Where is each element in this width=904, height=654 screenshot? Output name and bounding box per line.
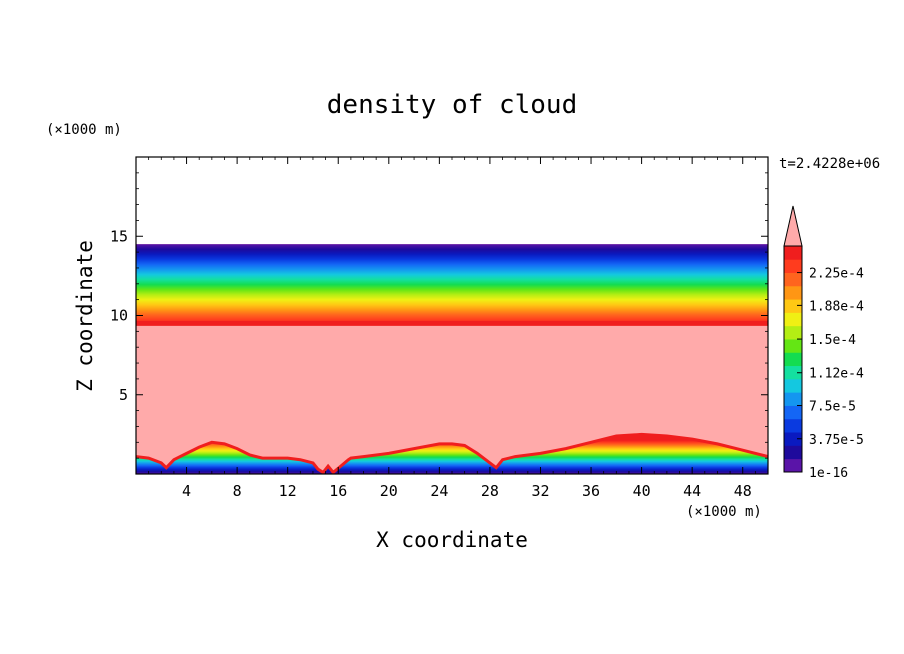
colorbar-label: 7.5e-5 bbox=[809, 400, 856, 415]
y-axis-ticks: 5 10 15 bbox=[110, 172, 768, 459]
colorbar-label: 1.5e-4 bbox=[809, 333, 856, 348]
y-tick-label: 10 bbox=[110, 307, 128, 325]
colorbar-swatch bbox=[784, 458, 802, 473]
colorbar-label: 1.12e-4 bbox=[809, 367, 864, 382]
x-tick-label: 48 bbox=[734, 482, 752, 500]
surface-layer-edge bbox=[136, 432, 768, 474]
colorbar-swatch bbox=[784, 432, 802, 446]
colorbar-label: 3.75e-5 bbox=[809, 433, 864, 448]
colorbar-label: 1.88e-4 bbox=[809, 299, 864, 314]
density-field bbox=[136, 244, 768, 474]
colorbar-swatch bbox=[784, 259, 802, 273]
x-axis-ticks: 4 8 12 16 20 24 28 32 36 40 44 48 bbox=[148, 157, 756, 500]
x-tick-label: 44 bbox=[683, 482, 701, 500]
surface-cloud-layer bbox=[136, 434, 768, 474]
x-unit-label: (×1000 m) bbox=[686, 504, 762, 520]
colorbar-swatch bbox=[784, 378, 802, 393]
y-tick-label: 5 bbox=[119, 386, 128, 404]
colorbar-swatch bbox=[784, 339, 802, 353]
x-tick-label: 16 bbox=[329, 482, 347, 500]
colorbar-swatch bbox=[784, 285, 802, 300]
y-axis-title: Z coordinate bbox=[73, 240, 97, 392]
x-tick-label: 20 bbox=[380, 482, 398, 500]
chart-title: density of cloud bbox=[327, 90, 577, 120]
colorbar-swatch bbox=[784, 445, 802, 460]
colorbar-swatch bbox=[784, 325, 802, 340]
x-tick-label: 36 bbox=[582, 482, 600, 500]
x-tick-label: 8 bbox=[233, 482, 242, 500]
time-label: t=2.4228e+06 bbox=[779, 156, 880, 172]
colorbar-swatch bbox=[784, 365, 802, 380]
colorbar-swatch bbox=[784, 405, 802, 420]
x-tick-label: 24 bbox=[430, 482, 448, 500]
x-tick-label: 12 bbox=[279, 482, 297, 500]
x-tick-label: 32 bbox=[531, 482, 549, 500]
x-tick-label: 40 bbox=[633, 482, 651, 500]
upper-cloud-band bbox=[136, 244, 768, 326]
x-tick-label: 4 bbox=[182, 482, 191, 500]
x-axis-title: X coordinate bbox=[376, 528, 528, 552]
colorbar-frame bbox=[783, 245, 803, 473]
y-tick-label: 15 bbox=[110, 227, 128, 245]
colorbar-swatch bbox=[784, 299, 802, 313]
x-tick-label: 28 bbox=[481, 482, 499, 500]
colorbar-label: 1e-16 bbox=[809, 466, 848, 481]
y-unit-label: (×1000 m) bbox=[46, 122, 122, 138]
colorbar-swatch bbox=[784, 392, 802, 406]
colorbar-swatch bbox=[784, 418, 802, 433]
colorbar-swatch bbox=[784, 352, 802, 367]
colorbar-over-triangle bbox=[783, 205, 803, 247]
colorbar-label: 2.25e-4 bbox=[809, 267, 864, 282]
colorbar-swatch bbox=[784, 272, 802, 287]
colorbar-swatch bbox=[784, 246, 802, 260]
colorbar-swatch bbox=[784, 312, 802, 327]
colorbar: 1e-16 3.75e-5 7.5e-5 1.12e-4 1.5e-4 1.88e-4 2.… bbox=[783, 205, 864, 481]
